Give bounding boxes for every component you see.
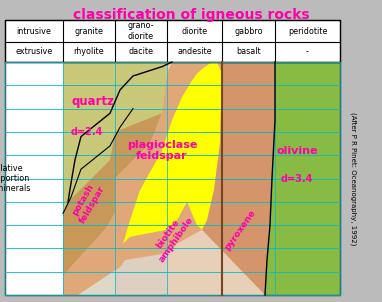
Bar [5,20,340,295]
Text: potash
feldspar: potash feldspar [69,179,107,225]
Text: quartz: quartz [71,95,115,108]
Polygon shape [265,62,340,295]
Text: rhyolite: rhyolite [74,47,104,56]
Text: relative
proportion
of minerals: relative proportion of minerals [0,164,31,193]
Bar [115,62,167,295]
Text: diorite: diorite [181,27,207,36]
Polygon shape [63,62,170,214]
Text: classification of igneous rocks: classification of igneous rocks [73,8,309,22]
Bar [5,62,340,295]
Bar [222,62,275,295]
Bar [275,62,340,295]
Polygon shape [115,62,167,132]
Text: peridotite: peridotite [288,27,327,36]
Polygon shape [202,62,275,295]
Text: basalt: basalt [236,47,261,56]
Text: pyroxene: pyroxene [223,208,257,252]
Text: andesite: andesite [177,47,212,56]
Text: d=3.4: d=3.4 [281,174,313,184]
Text: d=2.4: d=2.4 [71,127,104,137]
Text: olivine: olivine [276,146,318,156]
Text: biotite
amphibole: biotite amphibole [149,209,195,264]
Text: (After P R Pinet: Oceanography, 1992): (After P R Pinet: Oceanography, 1992) [350,112,356,245]
Polygon shape [63,62,222,295]
Polygon shape [63,113,162,276]
Text: plagioclase
feldspar: plagioclase feldspar [127,140,197,161]
Text: granite: granite [74,27,104,36]
Text: extrusive: extrusive [15,47,53,56]
Text: grano-
diorite: grano- diorite [128,21,154,41]
Text: gabbro: gabbro [234,27,263,36]
Polygon shape [123,62,222,244]
Text: dacite: dacite [128,47,154,56]
Text: -: - [306,47,309,56]
Bar [63,62,115,295]
Bar [5,20,340,62]
Text: intrusive: intrusive [16,27,52,36]
Bar [167,62,222,295]
